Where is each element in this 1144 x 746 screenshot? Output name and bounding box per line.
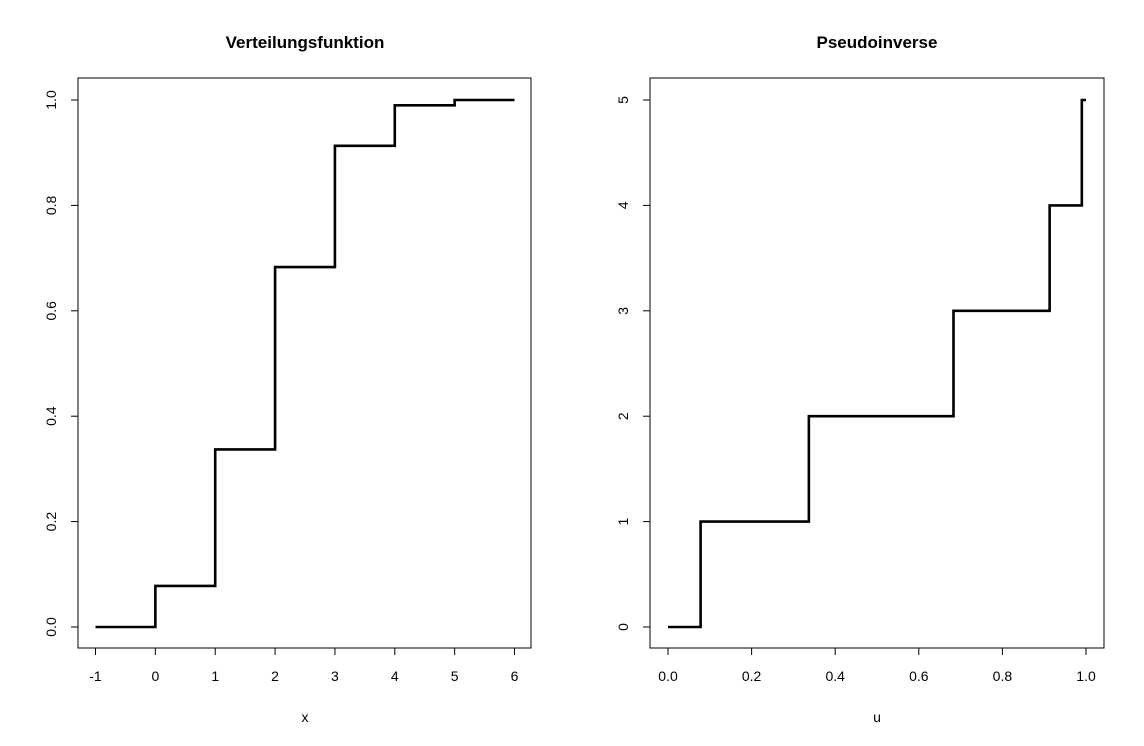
step-series-line bbox=[95, 98, 515, 629]
y-tick-label: 1 bbox=[615, 517, 631, 525]
y-tick-label: 0.2 bbox=[43, 512, 59, 532]
x-tick-label: 0.0 bbox=[658, 668, 678, 684]
x-tick-label: 2 bbox=[271, 668, 279, 684]
y-tick-label: 1.0 bbox=[43, 90, 59, 110]
y-axis: 0.0 0.2 0.4 0.6 0.8 1.0 bbox=[43, 90, 79, 637]
x-tick-label: 0 bbox=[151, 668, 159, 684]
y-tick-label: 0.4 bbox=[43, 406, 59, 426]
y-tick-label: 0.8 bbox=[43, 195, 59, 215]
x-axis-label: u bbox=[873, 709, 881, 725]
step-series-line bbox=[668, 98, 1086, 629]
x-tick-label: 4 bbox=[391, 668, 399, 684]
chart-title: Verteilungsfunktion bbox=[226, 33, 385, 52]
y-tick-label: 0 bbox=[615, 623, 631, 631]
plot-frame bbox=[77, 77, 532, 649]
plot-frame bbox=[649, 77, 1105, 649]
x-tick-label: 0.8 bbox=[993, 668, 1013, 684]
x-tick-label: 6 bbox=[511, 668, 519, 684]
y-tick-label: 2 bbox=[615, 412, 631, 420]
x-axis-label: x bbox=[302, 709, 309, 725]
x-tick-label: 0.6 bbox=[909, 668, 929, 684]
x-tick-label: 0.2 bbox=[742, 668, 762, 684]
x-axis: -1 0 1 2 3 4 5 6 bbox=[89, 647, 519, 684]
y-axis: 0 1 2 3 4 5 bbox=[615, 96, 651, 631]
y-tick-label: 4 bbox=[615, 201, 631, 209]
x-tick-label: 0.4 bbox=[825, 668, 845, 684]
x-tick-label: -1 bbox=[89, 668, 102, 684]
x-tick-label: 3 bbox=[331, 668, 339, 684]
x-tick-label: 1.0 bbox=[1076, 668, 1096, 684]
y-tick-label: 0.6 bbox=[43, 301, 59, 321]
x-axis: 0.0 0.2 0.4 0.6 0.8 1.0 bbox=[658, 647, 1096, 684]
y-tick-label: 0.0 bbox=[43, 617, 59, 637]
cdf-panel: Verteilungsfunktion -1 0 1 2 3 4 5 6 0.00.20.40… bbox=[43, 33, 532, 725]
x-tick-label: 5 bbox=[451, 668, 459, 684]
chart-title: Pseudoinverse bbox=[817, 33, 938, 52]
series-group bbox=[95, 98, 515, 629]
x-tick-label: 1 bbox=[211, 668, 219, 684]
series-group bbox=[668, 98, 1086, 629]
y-tick-label: 3 bbox=[615, 307, 631, 315]
pseudoinverse-panel: Pseudoinverse 0.0 0.2 0.4 0.6 0.8 1.0 012345 … bbox=[615, 33, 1105, 725]
y-tick-label: 5 bbox=[615, 96, 631, 104]
